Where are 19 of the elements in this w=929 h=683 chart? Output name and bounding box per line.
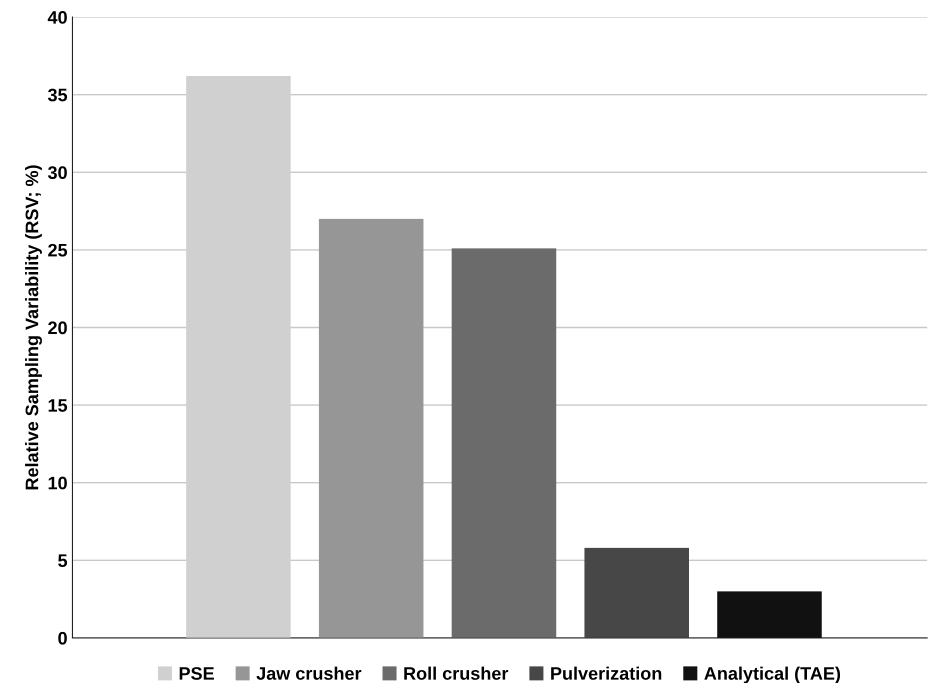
y-tick-label: 10 xyxy=(48,476,67,490)
bar xyxy=(452,248,556,638)
y-tick-label: 0 xyxy=(58,632,67,645)
bar xyxy=(584,548,689,638)
legend-label: Roll crusher xyxy=(404,666,508,680)
y-tick-label: 40 xyxy=(48,11,67,24)
y-tick-label: 35 xyxy=(48,88,68,102)
y-tick-label: 30 xyxy=(48,166,67,180)
y-tick-label: 25 xyxy=(48,244,68,257)
y-tick-label: 20 xyxy=(48,321,67,334)
legend-label: PSE xyxy=(180,667,214,680)
y-tick-label: 15 xyxy=(48,399,68,412)
bar xyxy=(318,218,424,638)
legend-label: Jaw crusher xyxy=(256,666,362,680)
y-axis-title: Relative Sampling Variability (RSV; %) xyxy=(25,165,42,490)
legend-label: Pulverization xyxy=(551,666,662,680)
bar xyxy=(717,591,822,638)
legend-label: Analytical (TAE) xyxy=(704,666,840,683)
y-tick-label: 5 xyxy=(58,554,68,568)
